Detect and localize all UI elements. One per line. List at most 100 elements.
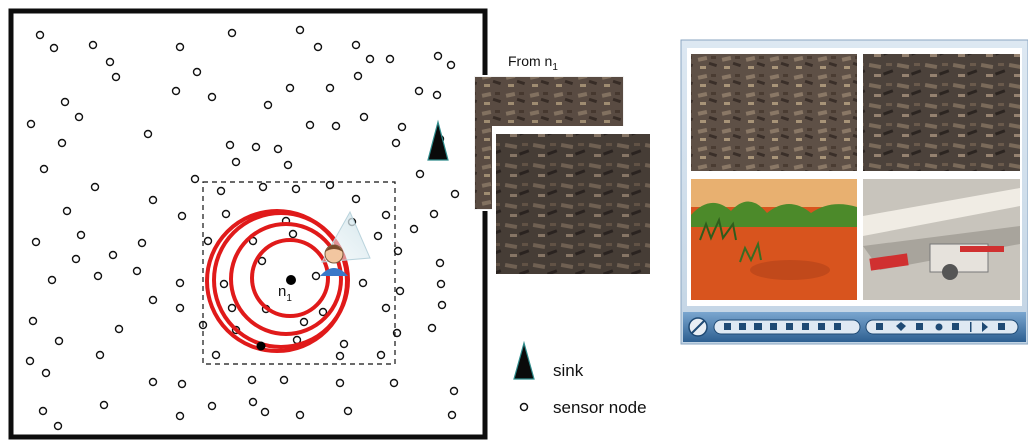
sensor-node: [283, 160, 293, 170]
sensor-node: [177, 379, 187, 389]
sensor-node: [305, 120, 315, 130]
sensor-node: [429, 209, 439, 219]
rubble-photo-1: [691, 54, 857, 171]
sensor-node: [132, 266, 142, 276]
ring-2: [229, 222, 343, 336]
sensor-node: [62, 206, 72, 216]
sensor-node: [60, 97, 70, 107]
sensor-node: [57, 138, 67, 148]
legend-sink-triangle-icon: [513, 340, 535, 380]
sink-triangle-icon: [427, 119, 449, 161]
ring-4: [205, 209, 349, 353]
sensor-node: [53, 421, 63, 431]
sensor-node: [415, 169, 425, 179]
sensor-node: [105, 57, 115, 67]
collapsed-building-photo: [863, 179, 1020, 300]
sensor-node: [225, 140, 235, 150]
sensor-node: [143, 129, 153, 139]
sensor-node: [111, 72, 121, 82]
sensor-node: [299, 317, 309, 327]
sensor-node: [114, 324, 124, 334]
legend-sensor-circle-icon: [519, 402, 529, 412]
sensor-node: [108, 250, 118, 260]
sensor-node: [26, 119, 36, 129]
sensor-node: [190, 174, 200, 184]
sensor-node: [137, 238, 147, 248]
toolbar-icons[interactable]: [724, 322, 1005, 332]
sensor-node: [251, 142, 261, 152]
sensor-node: [449, 386, 459, 396]
sensor-node: [54, 336, 64, 346]
sensor-node: [192, 67, 202, 77]
sensor-node: [76, 230, 86, 240]
sensor-node: [279, 375, 289, 385]
sensor-node: [447, 410, 457, 420]
sensor-node: [175, 42, 185, 52]
sensor-node: [257, 256, 267, 266]
sensor-node: [49, 43, 59, 53]
sensor-node: [227, 28, 237, 38]
sensor-node: [385, 54, 395, 64]
sensor-node: [435, 258, 445, 268]
sensor-node: [41, 368, 51, 378]
sensor-node: [148, 295, 158, 305]
sensor-node: [339, 339, 349, 349]
sensor-node: [248, 236, 258, 246]
sensor-node: [171, 86, 181, 96]
sensor-node: [381, 303, 391, 313]
sensor-node: [335, 378, 345, 388]
sensor-node: [381, 210, 391, 220]
sensor-node: [39, 164, 49, 174]
flooding-rings: [205, 209, 350, 353]
sensor-node: [409, 224, 419, 234]
sensor-node: [248, 397, 258, 407]
sensor-node: [95, 350, 105, 360]
sensor-node: [99, 400, 109, 410]
from-label-subscript: 1: [552, 62, 558, 73]
sensor-node: [88, 40, 98, 50]
sensor-node: [90, 182, 100, 192]
sensor-node: [28, 316, 38, 326]
legend-sensor-label: sensor node: [553, 398, 647, 417]
sensor-node: [219, 279, 229, 289]
sensor-node: [263, 100, 273, 110]
sensor-node: [247, 375, 257, 385]
sensor-node: [211, 350, 221, 360]
sensor-node: [148, 195, 158, 205]
sensor-node: [288, 229, 298, 239]
sensor-node: [227, 303, 237, 313]
node-n1: n1: [278, 275, 296, 304]
query-region: [202, 181, 396, 365]
sensor-node: [433, 51, 443, 61]
photo-viewer-window: [680, 39, 1028, 345]
sensor-node: [47, 275, 57, 285]
sensor-node: [414, 86, 424, 96]
sensor-node: [231, 157, 241, 167]
sensor-node: [31, 237, 41, 247]
sensor-node: [427, 323, 437, 333]
sensor-node: [35, 30, 45, 40]
sensor-node: [260, 407, 270, 417]
sensor-node: [311, 271, 321, 281]
svg-text:n1: n1: [278, 283, 292, 304]
sensor-node: [318, 307, 328, 317]
sensor-node: [207, 401, 217, 411]
sensor-node: [273, 144, 283, 154]
node-n1-label: n: [278, 283, 286, 300]
legend: sink sensor node: [513, 340, 647, 417]
sensor-node: [25, 356, 35, 366]
sensor-node: [331, 121, 341, 131]
sensor-node: [325, 83, 335, 93]
sensor-node: [432, 90, 442, 100]
field-border: [8, 8, 488, 440]
sensor-node: [450, 189, 460, 199]
sensor-node: [285, 83, 295, 93]
sensor-node: [38, 406, 48, 416]
sensor-node: [343, 406, 353, 416]
sensor-node: [175, 411, 185, 421]
sensor-node: [358, 278, 368, 288]
sensor-node: [436, 279, 446, 289]
sensor-node: [395, 286, 405, 296]
no-entry-icon[interactable]: [688, 317, 708, 337]
